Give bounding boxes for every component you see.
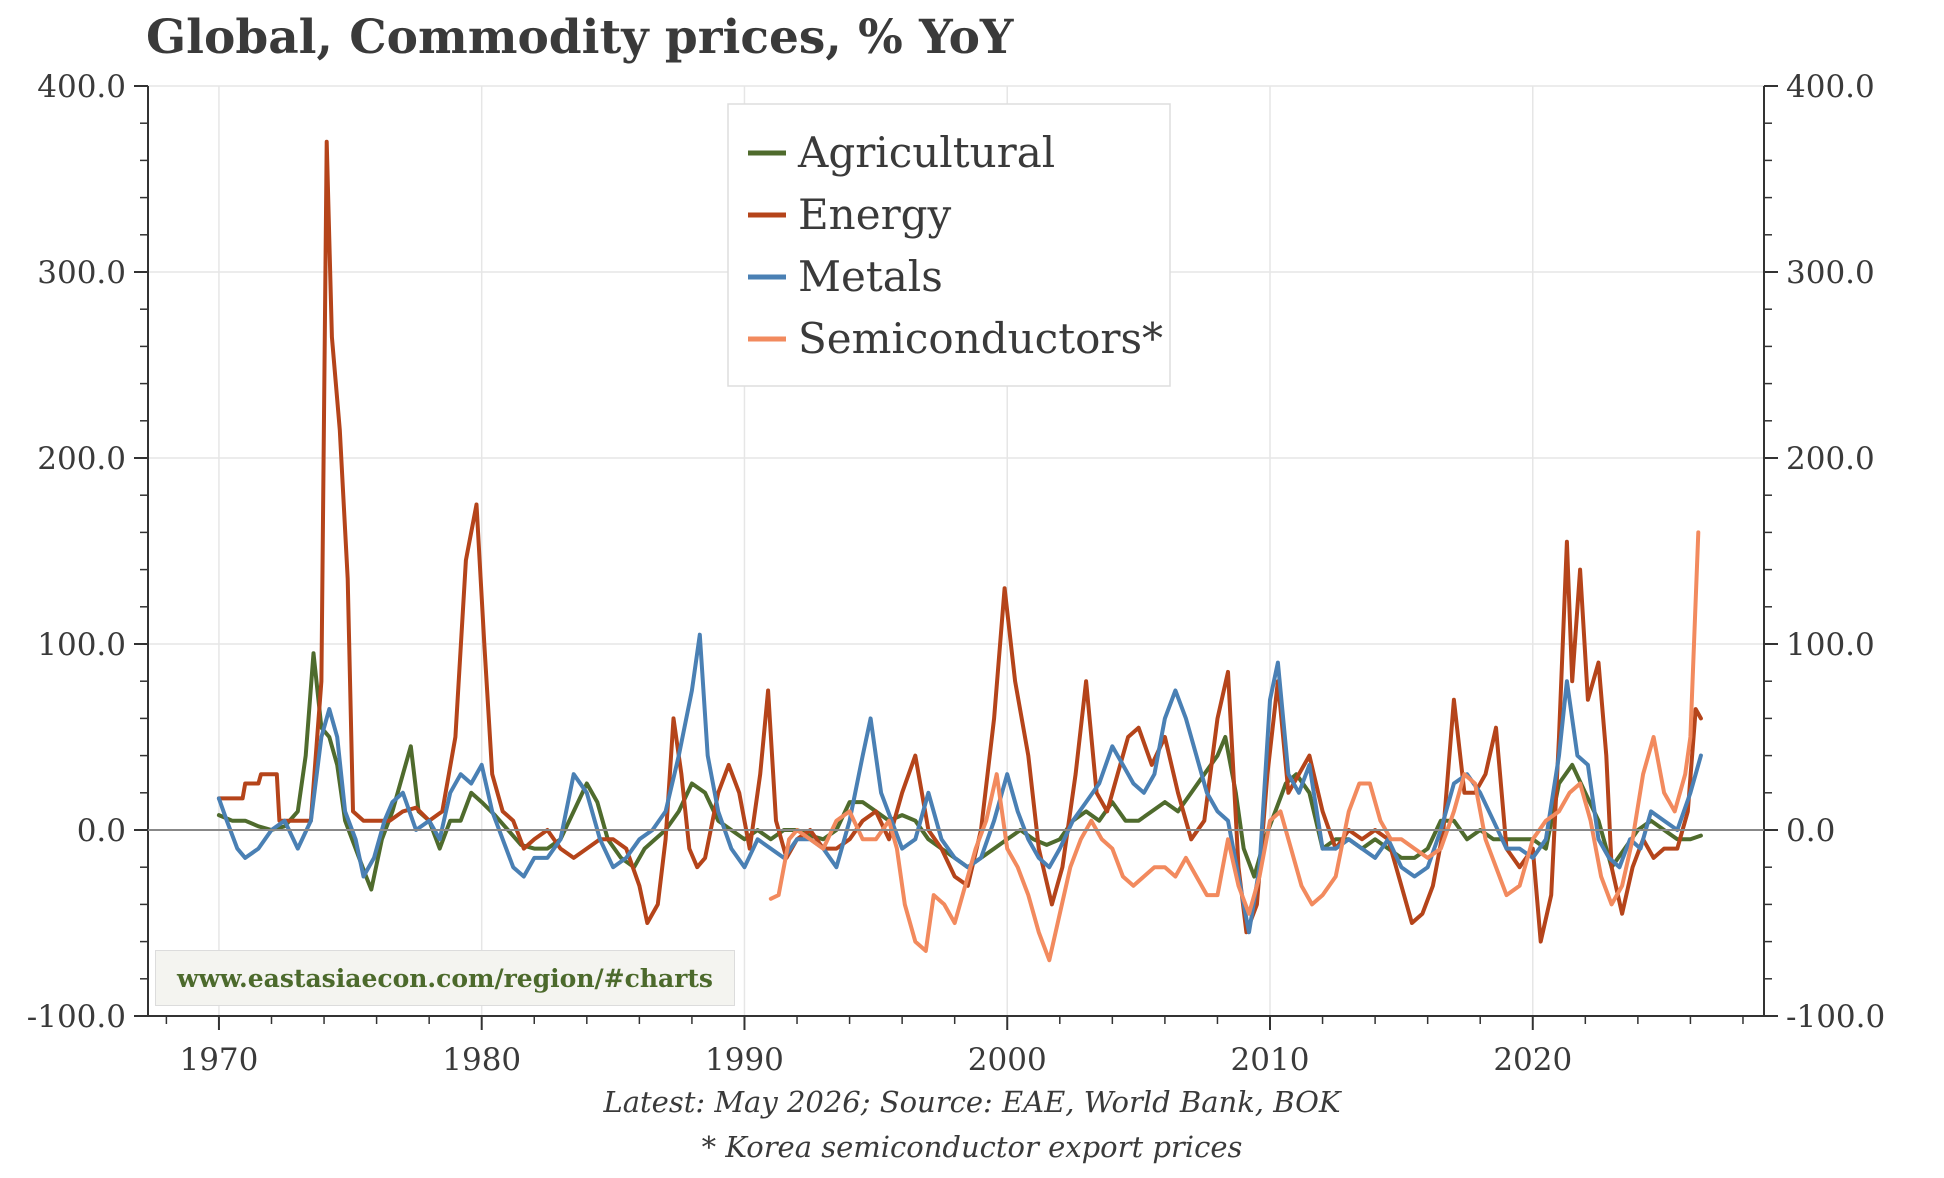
watermark: www.eastasiaecon.com/region/#charts [155,950,735,1006]
series-line-agricultural [216,651,1703,892]
y-tick-label-right: -100.0 [1786,999,1885,1035]
legend-label: Semiconductors* [798,314,1163,363]
legend-box [727,103,1171,387]
watermark-text: www.eastasiaecon.com/region/#charts [177,963,713,993]
series-line-metals [216,632,1703,935]
x-tick-label: 2000 [968,1042,1047,1078]
footer-note: * Korea semiconductor export prices [701,1130,1243,1164]
y-tick-label-left: 200.0 [37,441,126,477]
x-tick-label: 1980 [442,1042,521,1078]
series-line-semiconductors [768,530,1701,963]
axes: 1970 1980 1990 2000 2010 2020 400.0 400.0 300.0 3… [27,69,1885,1078]
y-tick-label-left: 400.0 [37,69,126,105]
y-tick-label-right: 200.0 [1786,441,1875,477]
x-tick-label: 1990 [705,1042,784,1078]
y-tick-label-left: -100.0 [27,999,126,1035]
y-tick-label-right: 100.0 [1786,627,1875,663]
y-tick-label-right: 300.0 [1786,255,1875,291]
chart-title: Global, Commodity prices, % YoY [146,10,1014,65]
legend-label: Metals [798,252,943,301]
footer-source: Latest: May 2026; Source: EAE, World Ban… [603,1085,1341,1119]
legend-label: Agricultural [797,128,1055,177]
y-tick-label-right: 0.0 [1786,813,1835,849]
legend: Agricultural Energy Metals Semiconductors* [727,103,1171,387]
x-tick-label: 1970 [179,1042,258,1078]
x-tick-label: 2020 [1493,1042,1572,1078]
y-tick-label-right: 400.0 [1786,69,1875,105]
y-tick-label-left: 100.0 [37,627,126,663]
x-tick-label: 2010 [1231,1042,1310,1078]
legend-label: Energy [798,190,952,239]
y-tick-label-left: 300.0 [37,255,126,291]
series-line-energy [216,139,1703,944]
y-tick-label-left: 0.0 [77,813,126,849]
